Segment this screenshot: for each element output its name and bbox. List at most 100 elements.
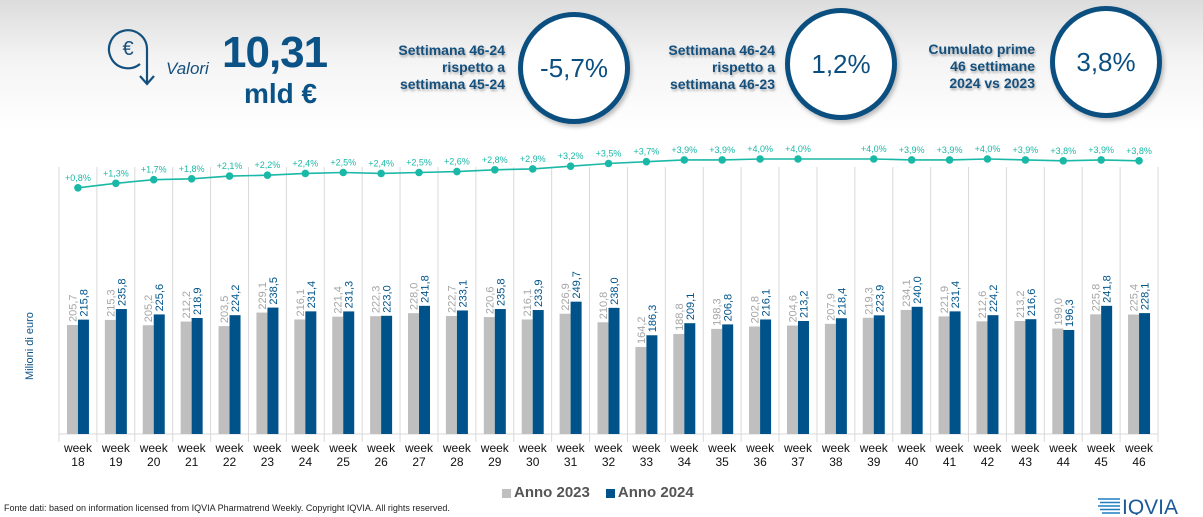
svg-text:€: € xyxy=(122,38,133,60)
x-tick-label: week xyxy=(215,441,245,455)
cumulative-growth-label: +3,9% xyxy=(937,145,963,155)
x-tick-label: week xyxy=(404,441,434,455)
cumulative-growth-label: +1,8% xyxy=(179,164,205,174)
cumulative-growth-point xyxy=(301,169,310,178)
bar-label-2023: 216,1 xyxy=(295,289,307,317)
bar-2023 xyxy=(180,321,192,434)
bar-label-2024: 224,2 xyxy=(988,285,1000,313)
bar-label-2024: 225,6 xyxy=(154,284,166,312)
legend-swatch-2023 xyxy=(502,488,511,498)
bar-2024 xyxy=(456,310,468,434)
bar-label-2023: 234,1 xyxy=(901,279,913,307)
bar-2023 xyxy=(256,312,268,434)
bar-2024 xyxy=(532,310,544,434)
x-tick-label: 37 xyxy=(791,455,805,469)
x-tick-label: week xyxy=(821,441,851,455)
cumulative-growth-point xyxy=(907,156,916,164)
bar-label-2024: 241,8 xyxy=(420,275,432,303)
bar-label-2023: 210,8 xyxy=(598,292,610,320)
bar-2024 xyxy=(797,321,809,434)
x-tick-label: 23 xyxy=(261,455,275,469)
cumulative-growth-label: +3,8% xyxy=(1050,146,1076,156)
x-tick-label: 38 xyxy=(829,455,843,469)
cumulative-growth-point xyxy=(149,175,158,184)
cumulative-growth-point xyxy=(263,171,272,179)
cumulative-growth-label: +1,7% xyxy=(141,165,167,175)
total-value-panel: € Valori 10,31 mld € xyxy=(104,28,374,118)
x-tick-label: 25 xyxy=(337,455,351,469)
bar-2024 xyxy=(760,319,772,434)
x-tick-label: week xyxy=(1048,441,1078,455)
bar-label-2023: 212,2 xyxy=(181,291,193,319)
bar-2024 xyxy=(1025,319,1037,434)
bar-label-2023: 203,5 xyxy=(219,296,231,324)
kpi-label-line: Cumulato prime xyxy=(928,41,1035,57)
cumulative-growth-point xyxy=(756,155,764,163)
cumulative-growth-label: +3,9% xyxy=(671,145,697,155)
bar-label-2024: 223,0 xyxy=(382,285,394,313)
x-tick-label: 30 xyxy=(526,455,540,469)
x-tick-label: 18 xyxy=(71,455,85,469)
kpi-label-line: Settimana 46-24 xyxy=(398,42,505,58)
bar-2024 xyxy=(987,315,999,434)
bar-2024 xyxy=(77,319,89,434)
bar-label-2024: 206,8 xyxy=(723,294,735,322)
bar-2023 xyxy=(294,319,306,434)
x-tick-label: week xyxy=(593,441,623,455)
x-tick-label: 46 xyxy=(1132,455,1146,469)
bar-label-2023: 215,3 xyxy=(105,289,117,317)
kpi-label-line: 46 settimane xyxy=(950,58,1035,74)
cumulative-growth-label: +2,9% xyxy=(520,154,546,164)
kpi-yoy-value: 1,2% xyxy=(785,8,897,120)
bar-2023 xyxy=(1128,314,1140,434)
x-tick-label: week xyxy=(897,441,927,455)
total-value: 10,31 xyxy=(222,28,328,77)
cumulative-growth-point xyxy=(794,155,802,163)
bar-label-2023: 199,0 xyxy=(1053,298,1065,326)
x-tick-label: 22 xyxy=(223,455,237,469)
bar-label-2023: 164,2 xyxy=(636,316,648,344)
cumulative-growth-point xyxy=(642,157,651,166)
bar-2024 xyxy=(494,309,506,434)
bar-2024 xyxy=(646,335,658,434)
x-tick-label: 21 xyxy=(185,455,199,469)
x-tick-label: week xyxy=(328,441,358,455)
cumulative-growth-label: +2,2% xyxy=(255,160,281,170)
bar-2024 xyxy=(873,315,885,434)
euro-down-arrow-icon: € xyxy=(107,29,155,86)
kpi-label-line: Settimana 46-24 xyxy=(668,42,775,58)
legend-label-2023: Anno 2023 xyxy=(514,484,590,501)
bar-label-2023: 220,6 xyxy=(484,287,496,315)
x-tick-label: 35 xyxy=(716,455,730,469)
x-tick-label: week xyxy=(177,441,207,455)
bar-2024 xyxy=(911,306,923,434)
bar-label-2023: 212,6 xyxy=(977,291,989,319)
cumulative-growth-point xyxy=(604,159,613,168)
kpi-weekly-label: Settimana 46-24 rispetto a settimana 45-… xyxy=(370,42,505,93)
bar-label-2024: 238,0 xyxy=(609,277,621,305)
x-tick-label: week xyxy=(442,441,472,455)
cumulative-growth-point xyxy=(945,156,954,164)
x-tick-label: 42 xyxy=(981,455,995,469)
bar-2024 xyxy=(115,309,127,434)
x-tick-label: 27 xyxy=(412,455,426,469)
bar-label-2023: 226,9 xyxy=(560,283,572,311)
bar-2023 xyxy=(142,325,154,434)
logo-text: IQVIA xyxy=(1122,496,1178,515)
bar-label-2023: 221,4 xyxy=(333,286,345,314)
cumulative-growth-label: +3,5% xyxy=(596,149,622,159)
kpi-cumulative-value: 3,8% xyxy=(1050,6,1162,118)
bar-2023 xyxy=(862,317,874,434)
x-tick-label: 32 xyxy=(602,455,616,469)
legend-label-2024: Anno 2024 xyxy=(617,484,694,501)
x-tick-label: week xyxy=(859,441,889,455)
bar-label-2023: 207,9 xyxy=(825,293,837,321)
cumulative-growth-label: +3,9% xyxy=(899,145,925,155)
kpi-weekly-value: -5,7% xyxy=(518,12,630,124)
cumulative-growth-point xyxy=(377,169,385,178)
bar-label-2023: 204,6 xyxy=(787,295,799,323)
bar-label-2024: 209,1 xyxy=(685,293,697,321)
x-tick-label: week xyxy=(556,441,586,455)
x-tick-label: 31 xyxy=(564,455,578,469)
bar-label-2024: 216,6 xyxy=(1026,289,1038,317)
